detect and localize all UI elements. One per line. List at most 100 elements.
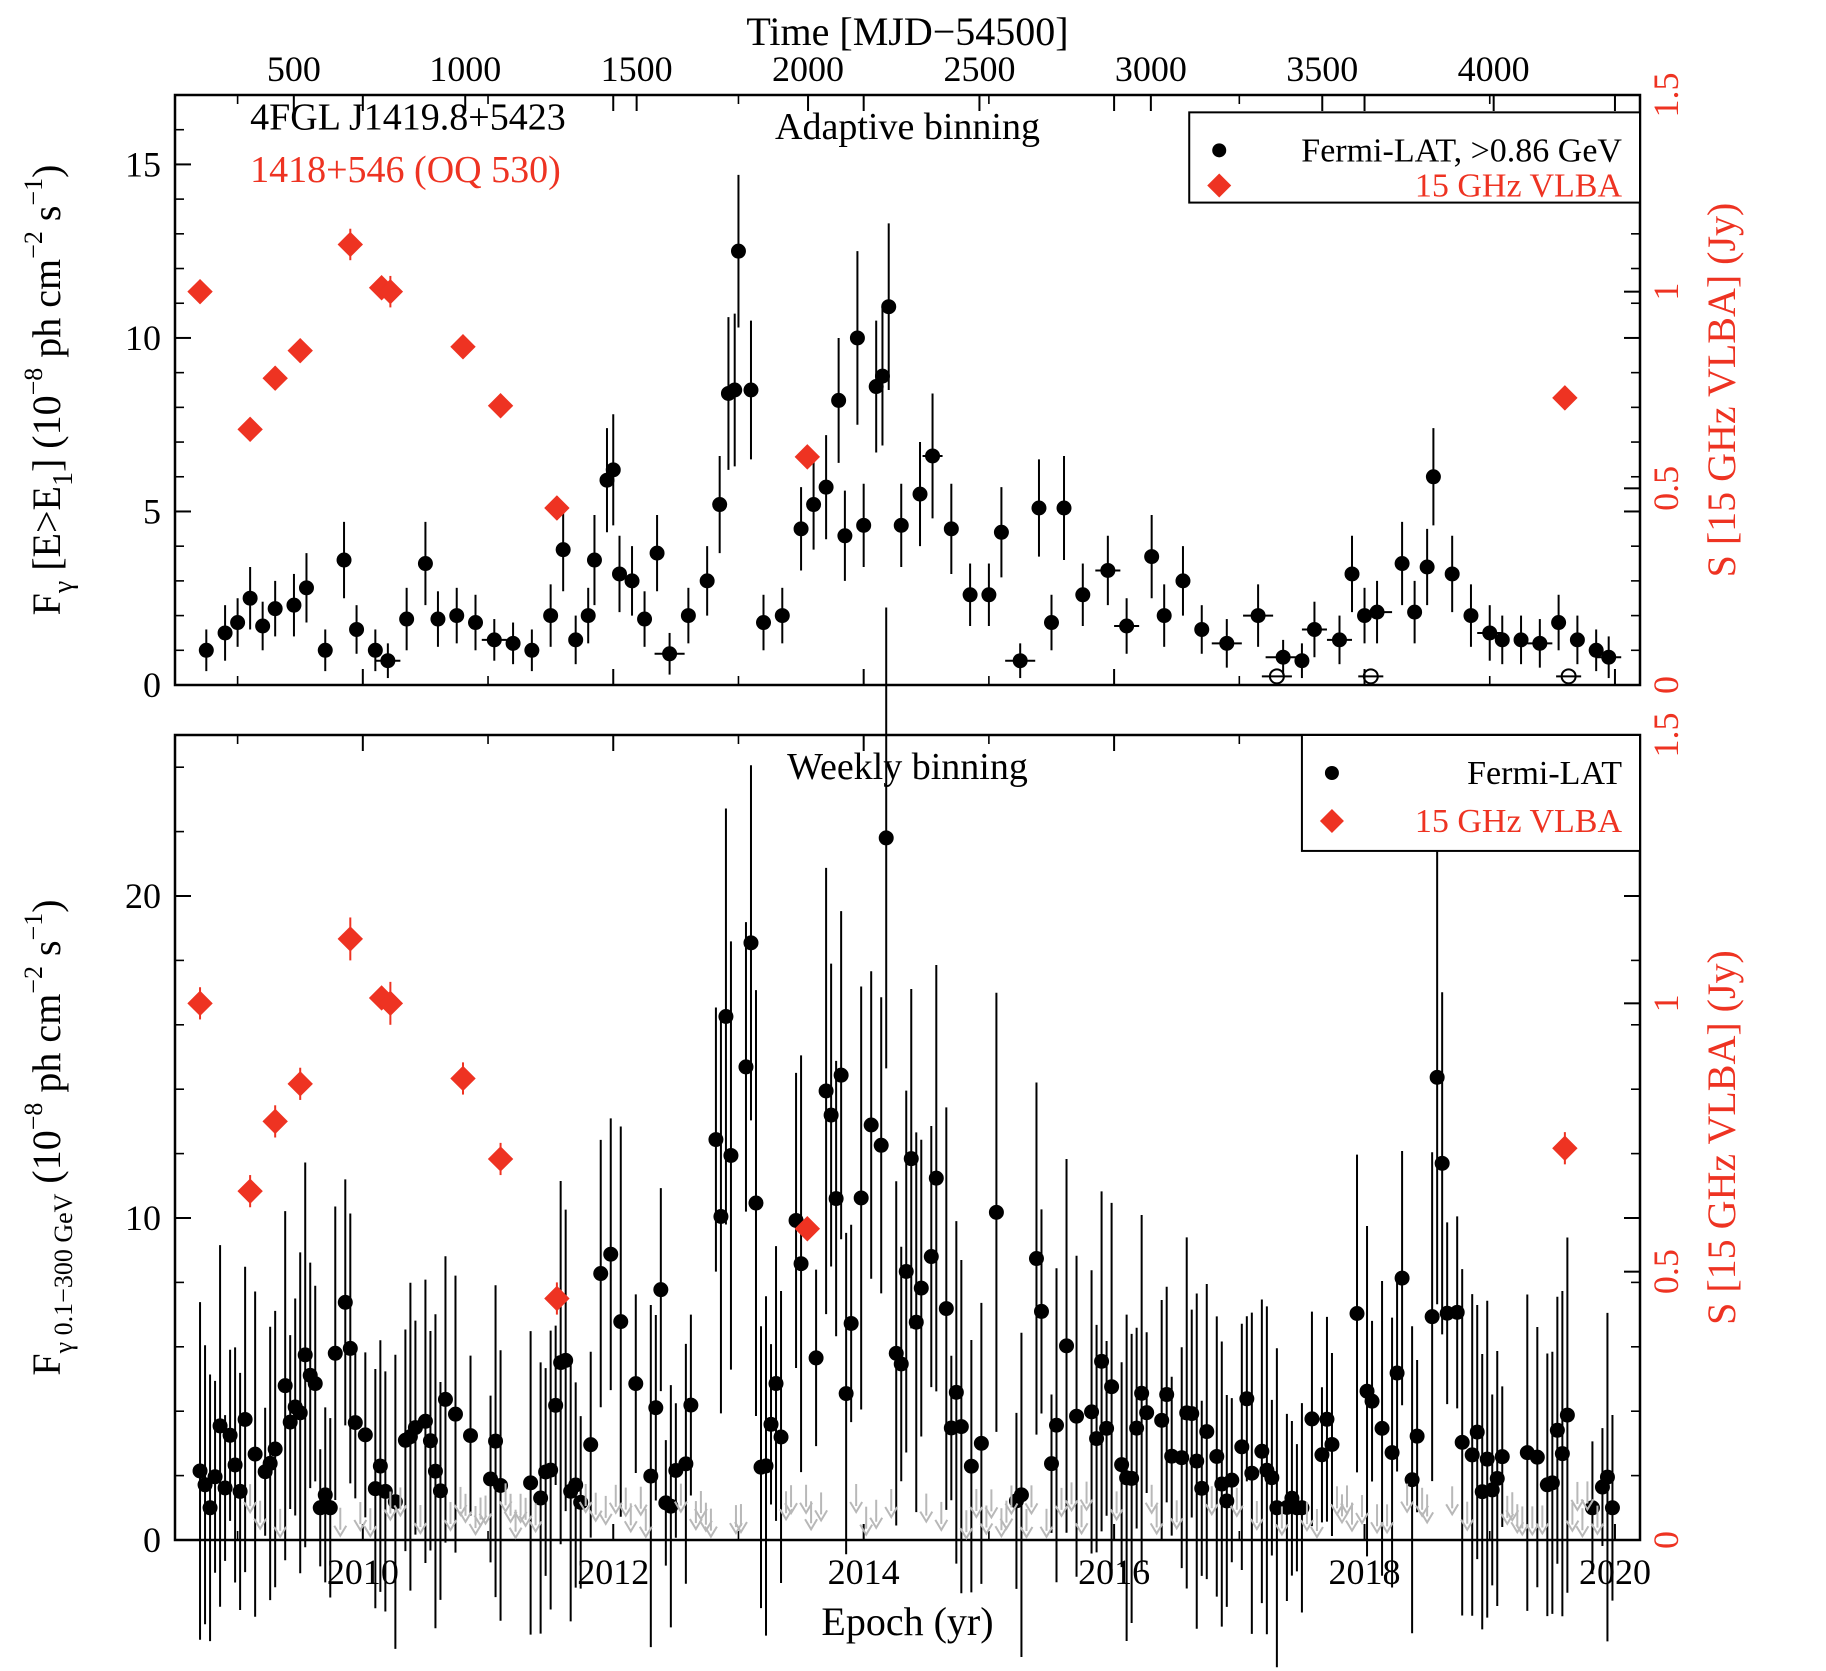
fermi-point [1552, 616, 1566, 630]
fermi-point [939, 1302, 953, 1316]
fermi-point [1105, 1380, 1119, 1394]
fermi-point [809, 1351, 823, 1365]
fermi-point [1514, 633, 1528, 647]
fermi-point [1145, 550, 1159, 564]
fermi-point [1044, 616, 1058, 630]
fermi-point [337, 553, 351, 567]
vlba-point [451, 1066, 475, 1090]
fermi-point [569, 633, 583, 647]
fermi-point [1325, 1437, 1339, 1451]
svg-text:2012: 2012 [577, 1552, 649, 1592]
vlba-point [338, 232, 362, 256]
vlba-point [338, 927, 362, 951]
fermi-point [381, 654, 395, 668]
fermi-point [731, 244, 745, 258]
right-axis-label-weekly: S [15 GHz VLBA] (Jy) [1699, 950, 1744, 1325]
fermi-point [238, 1412, 252, 1426]
legend-label: Fermi-LAT [1467, 755, 1622, 792]
fermi-point [1370, 605, 1384, 619]
fermi-point [1220, 636, 1234, 650]
fermi-point [328, 1346, 342, 1360]
fermi-point [649, 1401, 663, 1415]
fermi-point [1332, 633, 1346, 647]
svg-text:20: 20 [125, 876, 161, 916]
fermi-point [1140, 1406, 1154, 1420]
svg-text:500: 500 [267, 49, 321, 89]
fermi-point [243, 591, 257, 605]
fermi-point [1050, 1418, 1064, 1432]
fermi-point [875, 369, 889, 383]
fermi-point [638, 612, 652, 626]
fermi-point [1101, 563, 1115, 577]
fermi-point [464, 1429, 478, 1443]
svg-text:1: 1 [1646, 994, 1686, 1012]
svg-text:2010: 2010 [327, 1552, 399, 1592]
fermi-point [1602, 650, 1616, 664]
fermi-point [964, 1459, 978, 1473]
fermi-point [348, 1416, 362, 1430]
svg-text:4000: 4000 [1458, 49, 1530, 89]
svg-text:2000: 2000 [772, 49, 844, 89]
svg-text:2020: 2020 [1579, 1552, 1651, 1592]
fermi-point [584, 1438, 598, 1452]
fermi-point [1305, 1412, 1319, 1426]
fermi-point [1157, 609, 1171, 623]
vlba-point [288, 1072, 312, 1096]
fermi-point [929, 1171, 943, 1185]
annotation: 1418+546 (OQ 530) [250, 149, 561, 191]
fermi-point [1464, 609, 1478, 623]
annotation: 4FGL J1419.8+5423 [250, 97, 566, 139]
fermi-point [1057, 501, 1071, 515]
fermi-point [844, 1316, 858, 1330]
vlba-point [263, 366, 287, 390]
fermi-point [1070, 1409, 1084, 1423]
fermi-point [1426, 470, 1440, 484]
fermi-point [431, 612, 445, 626]
fermi-point [199, 643, 213, 657]
fermi-point [614, 1315, 628, 1329]
fermi-point [954, 1420, 968, 1434]
fermi-point [914, 1281, 928, 1295]
fermi-point [1495, 1450, 1509, 1464]
svg-text:0: 0 [1646, 1531, 1686, 1549]
fermi-point [606, 463, 620, 477]
fermi-point [1410, 1429, 1424, 1443]
fermi-point [913, 487, 927, 501]
fermi-point [587, 553, 601, 567]
fermi-point [350, 622, 364, 636]
fermi-point [724, 1148, 738, 1162]
fermi-point [879, 831, 893, 845]
fermi-point [757, 616, 771, 630]
fermi-point [256, 619, 270, 633]
legend-label: 15 GHz VLBA [1415, 803, 1623, 840]
svg-text:2500: 2500 [943, 49, 1015, 89]
panel-title-adaptive: Adaptive binning [775, 106, 1040, 148]
fermi-point [944, 522, 958, 536]
fermi-point [231, 616, 245, 630]
right-axis-label-adaptive: S [15 GHz VLBA] (Jy) [1699, 203, 1744, 578]
vlba-point [1553, 1136, 1577, 1160]
fermi-point [1530, 1450, 1544, 1464]
fermi-point [1375, 1421, 1389, 1435]
vlba-point [489, 1147, 513, 1171]
fermi-point [1560, 1408, 1574, 1422]
svg-text:1.5: 1.5 [1646, 713, 1686, 758]
fermi-point [894, 518, 908, 532]
fermi-point [1395, 557, 1409, 571]
left-axis-label-adaptive: Fγ [E>E1] (10−8 ph cm−2 s−1) [19, 165, 79, 616]
fermi-point [1408, 605, 1422, 619]
svg-text:0.5: 0.5 [1646, 466, 1686, 511]
fermi-point [1200, 1425, 1214, 1439]
fermi-point [1495, 633, 1509, 647]
fermi-point [684, 1398, 698, 1412]
svg-text:2018: 2018 [1329, 1552, 1401, 1592]
fermi-point [994, 525, 1008, 539]
fermi-point [318, 643, 332, 657]
svg-text:1000: 1000 [429, 49, 501, 89]
svg-text:15: 15 [125, 144, 161, 184]
fermi-point [604, 1247, 618, 1261]
svg-text:1500: 1500 [601, 49, 673, 89]
fermi-point [1358, 609, 1372, 623]
vlba-point [188, 280, 212, 304]
panel-title-weekly: Weekly binning [787, 746, 1028, 788]
